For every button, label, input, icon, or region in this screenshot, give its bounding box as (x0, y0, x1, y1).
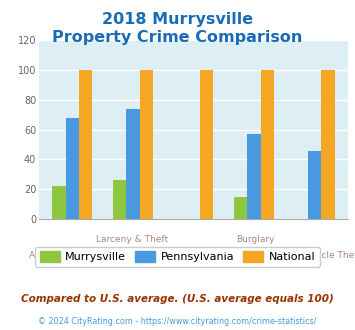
Bar (234, 197, 247, 219)
Text: All Property Crime: All Property Crime (29, 251, 111, 260)
Bar (321, 70, 334, 219)
Text: Larceny & Theft: Larceny & Theft (95, 235, 168, 244)
Bar (261, 70, 274, 219)
Text: Burglary: Burglary (236, 235, 274, 244)
Legend: Murrysville, Pennsylvania, National: Murrysville, Pennsylvania, National (35, 247, 320, 267)
Bar (66, 117, 79, 219)
Bar (140, 70, 153, 219)
Text: 2018 Murrysville: 2018 Murrysville (102, 12, 253, 26)
Bar (200, 70, 213, 219)
Bar (53, 186, 66, 219)
Text: Compared to U.S. average. (U.S. average equals 100): Compared to U.S. average. (U.S. average … (21, 294, 334, 304)
Bar (113, 181, 126, 219)
Bar (126, 109, 140, 219)
Text: Motor Vehicle Theft: Motor Vehicle Theft (273, 251, 355, 260)
Bar (79, 70, 92, 219)
Bar (247, 134, 261, 219)
Text: Arson: Arson (181, 251, 206, 260)
Bar (308, 150, 321, 219)
Text: Property Crime Comparison: Property Crime Comparison (52, 30, 303, 45)
Text: © 2024 CityRating.com - https://www.cityrating.com/crime-statistics/: © 2024 CityRating.com - https://www.city… (38, 317, 317, 326)
